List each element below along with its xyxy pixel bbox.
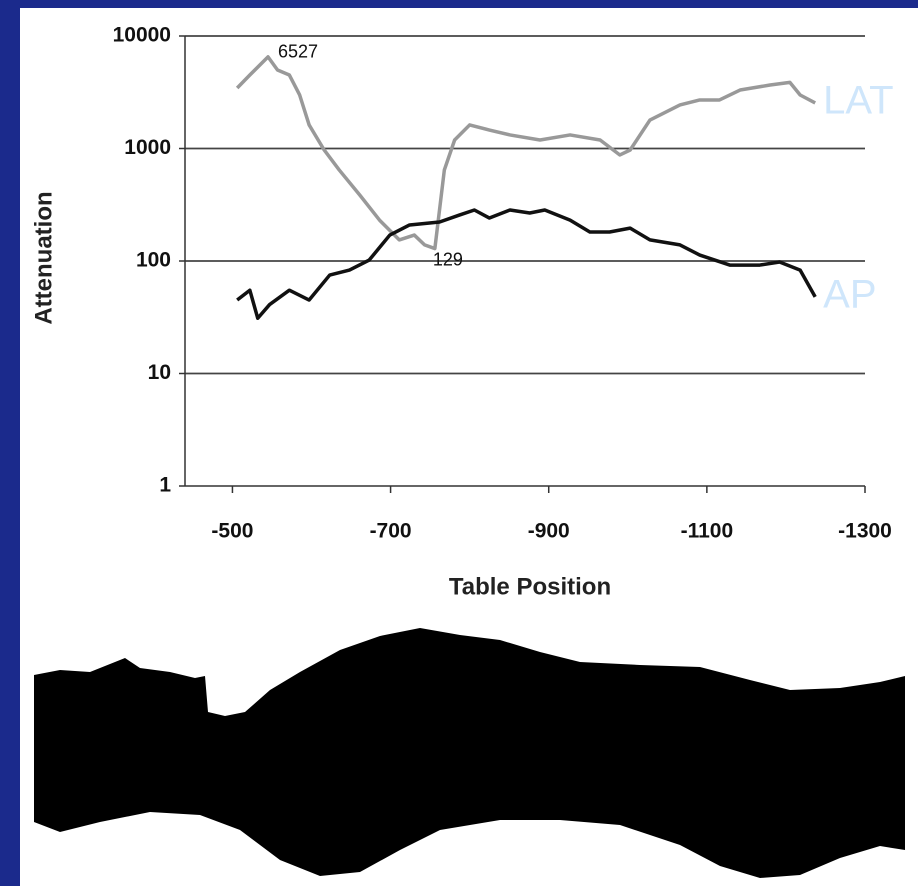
x-tick-label: -1300 (838, 520, 892, 543)
y-tick-label: 1 (159, 474, 171, 497)
x-tick-label: -900 (528, 520, 570, 543)
y-axis-title: Attenuation (30, 191, 57, 324)
y-tick-label: 100 (136, 249, 171, 272)
x-tick-label: -1100 (681, 520, 734, 543)
data-label: 6527 (278, 42, 318, 62)
x-tick-label: -700 (370, 520, 412, 543)
x-tick-label: -500 (211, 520, 253, 543)
y-tick-label: 1000 (124, 136, 171, 159)
y-tick-label: 10 (148, 361, 171, 384)
page: {"chart_data": { "type": "line", "x_labe… (0, 0, 918, 886)
data-label: 129 (433, 249, 463, 269)
x-axis-title: Table Position (449, 573, 611, 600)
series-label: LAT (823, 79, 893, 123)
y-tick-label: 10000 (113, 24, 171, 47)
series-label: AP (823, 272, 876, 316)
slide: Table Position Attenuation 1 10 100 1000 100… (0, 0, 918, 886)
